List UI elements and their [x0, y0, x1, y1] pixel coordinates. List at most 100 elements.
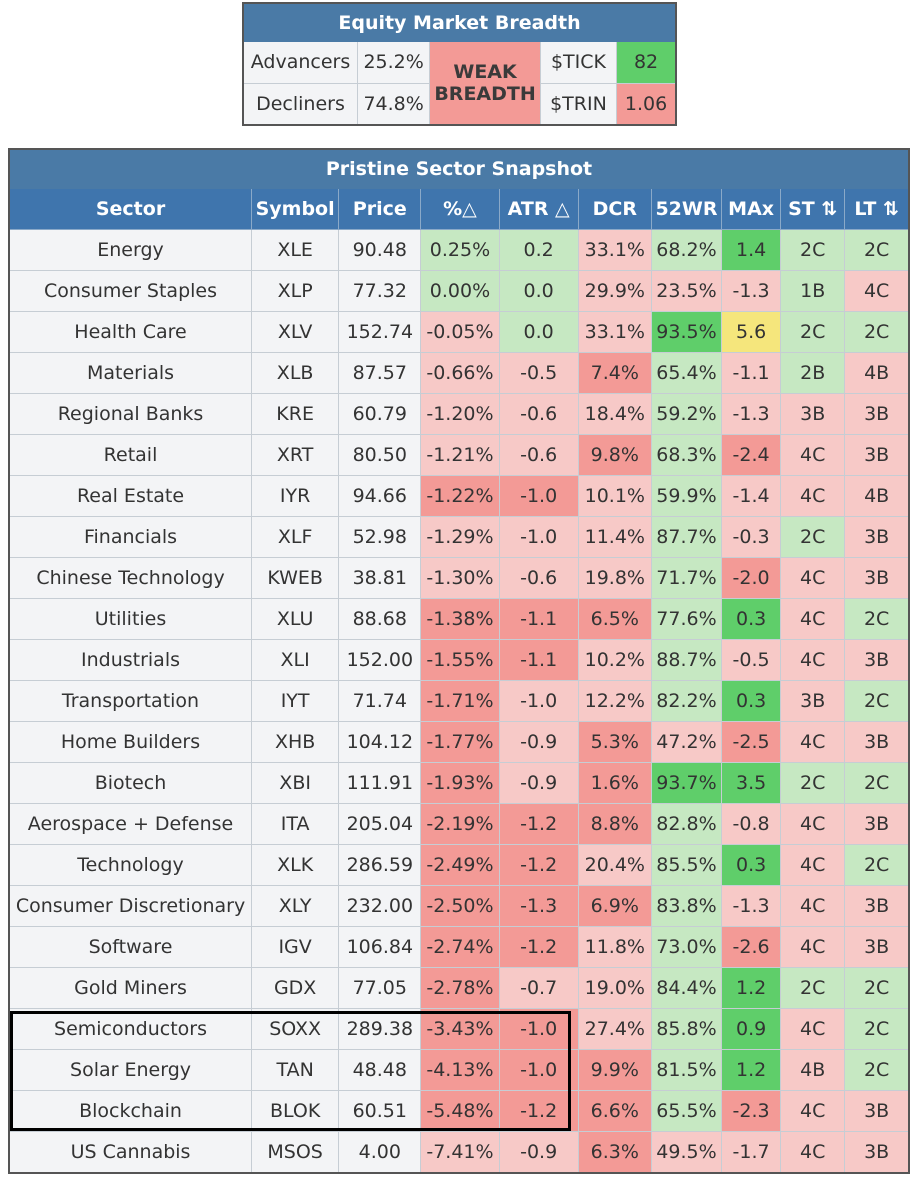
cell-lt: 3B	[844, 885, 910, 927]
cell-lt: 3B	[844, 803, 910, 845]
cell-symbol: IYT	[251, 680, 340, 722]
cell-52wr: 68.3%	[650, 434, 723, 476]
cell-pct-change: -1.20%	[420, 393, 500, 435]
cell-52wr: 81.5%	[650, 1049, 723, 1091]
table-row: Aerospace + Defense ITA 205.04 -2.19% -1.2 8.…	[8, 803, 910, 845]
cell-symbol: TAN	[251, 1049, 340, 1091]
cell-pct-change: -2.78%	[420, 967, 500, 1009]
cell-price: 4.00	[338, 1131, 422, 1174]
cell-max: -2.0	[721, 557, 782, 599]
cell-pct-change: -1.29%	[420, 516, 500, 558]
cell-st: 4C	[780, 434, 846, 476]
cell-atr-change: 0.0	[498, 311, 579, 353]
cell-price: 88.68	[338, 598, 422, 640]
cell-max: 0.3	[721, 598, 782, 640]
cell-max: -1.3	[721, 393, 782, 435]
cell-atr-change: -0.6	[498, 434, 579, 476]
cell-52wr: 65.4%	[650, 352, 723, 394]
cell-sector: Retail	[8, 434, 253, 476]
cell-sector: Chinese Technology	[8, 557, 253, 599]
cell-dcr: 19.0%	[577, 967, 652, 1009]
cell-sector: Blockchain	[8, 1090, 253, 1132]
table-row: Software IGV 106.84 -2.74% -1.2 11.8% 73.0% -2.…	[8, 926, 910, 968]
cell-52wr: 83.8%	[650, 885, 723, 927]
cell-st: 3B	[780, 680, 846, 722]
cell-price: 232.00	[338, 885, 422, 927]
cell-st: 4C	[780, 639, 846, 681]
cell-dcr: 6.6%	[577, 1090, 652, 1132]
cell-atr-change: -0.7	[498, 967, 579, 1009]
cell-52wr: 85.8%	[650, 1008, 723, 1050]
tick-label: $TICK	[539, 41, 618, 84]
cell-symbol: XLP	[251, 270, 340, 312]
cell-st: 3B	[780, 393, 846, 435]
cell-sector: Semiconductors	[8, 1008, 253, 1050]
cell-st: 4C	[780, 844, 846, 886]
breadth-title: Equity Market Breadth	[242, 2, 677, 43]
cell-dcr: 7.4%	[577, 352, 652, 394]
cell-price: 111.91	[338, 762, 422, 804]
cell-st: 4C	[780, 885, 846, 927]
cell-atr-change: -1.2	[498, 926, 579, 968]
table-row: Home Builders XHB 104.12 -1.77% -0.9 5.3% 47.2…	[8, 721, 910, 763]
table-row: Utilities XLU 88.68 -1.38% -1.1 6.5% 77.6% 0.3 4…	[8, 598, 910, 640]
cell-price: 38.81	[338, 557, 422, 599]
cell-st: 4C	[780, 803, 846, 845]
cell-dcr: 11.8%	[577, 926, 652, 968]
cell-lt: 3B	[844, 434, 910, 476]
cell-atr-change: -1.2	[498, 1090, 579, 1132]
table-row: US Cannabis MSOS 4.00 -7.41% -0.9 6.3% 49.5% -1…	[8, 1131, 910, 1174]
cell-lt: 4C	[844, 270, 910, 312]
cell-dcr: 33.1%	[577, 311, 652, 353]
table-row: Industrials XLI 152.00 -1.55% -1.1 10.2% 88.7%…	[8, 639, 910, 681]
cell-price: 286.59	[338, 844, 422, 886]
table-row: Consumer Discretionary XLY 232.00 -2.50% -1.…	[8, 885, 910, 927]
sector-snapshot-table: Pristine Sector Snapshot Sector Symbol Pri…	[8, 148, 910, 1174]
cell-sector: Consumer Discretionary	[8, 885, 253, 927]
cell-symbol: XLU	[251, 598, 340, 640]
column-header-row: Sector Symbol Price %△ ATR △ DCR 52WR MAx ST ⇅ LT…	[8, 188, 910, 230]
table-row: Consumer Staples XLP 77.32 0.00% 0.0 29.9% 23.…	[8, 270, 910, 312]
cell-price: 289.38	[338, 1008, 422, 1050]
cell-symbol: IGV	[251, 926, 340, 968]
cell-symbol: GDX	[251, 967, 340, 1009]
cell-dcr: 33.1%	[577, 229, 652, 271]
cell-pct-change: -2.19%	[420, 803, 500, 845]
cell-52wr: 71.7%	[650, 557, 723, 599]
snapshot-title: Pristine Sector Snapshot	[8, 148, 910, 189]
cell-pct-change: -1.77%	[420, 721, 500, 763]
cell-sector: Biotech	[8, 762, 253, 804]
cell-max: 1.2	[721, 967, 782, 1009]
cell-dcr: 9.8%	[577, 434, 652, 476]
cell-price: 77.05	[338, 967, 422, 1009]
cell-52wr: 23.5%	[650, 270, 723, 312]
cell-sector: Real Estate	[8, 475, 253, 517]
cell-symbol: XLE	[251, 229, 340, 271]
column-header-dcr: DCR	[577, 188, 652, 230]
cell-st: 2C	[780, 516, 846, 558]
cell-max: -2.3	[721, 1090, 782, 1132]
cell-dcr: 8.8%	[577, 803, 652, 845]
trin-label: $TRIN	[539, 82, 618, 126]
cell-pct-change: -3.43%	[420, 1008, 500, 1050]
cell-lt: 2C	[844, 1008, 910, 1050]
cell-dcr: 6.5%	[577, 598, 652, 640]
cell-atr-change: -1.3	[498, 885, 579, 927]
table-row: Transportation IYT 71.74 -1.71% -1.0 12.2% 82.…	[8, 680, 910, 722]
cell-lt: 2C	[844, 598, 910, 640]
table-row: Gold Miners GDX 77.05 -2.78% -0.7 19.0% 84.4% 1…	[8, 967, 910, 1009]
cell-pct-change: -0.66%	[420, 352, 500, 394]
cell-pct-change: -1.71%	[420, 680, 500, 722]
cell-dcr: 29.9%	[577, 270, 652, 312]
cell-sector: Software	[8, 926, 253, 968]
cell-atr-change: -0.9	[498, 1131, 579, 1174]
cell-52wr: 47.2%	[650, 721, 723, 763]
cell-symbol: XLK	[251, 844, 340, 886]
table-row: Real Estate IYR 94.66 -1.22% -1.0 10.1% 59.9% -…	[8, 475, 910, 517]
cell-sector: Materials	[8, 352, 253, 394]
table-row: Solar Energy TAN 48.48 -4.13% -1.0 9.9% 81.5% 1…	[8, 1049, 910, 1091]
cell-lt: 3B	[844, 926, 910, 968]
cell-symbol: SOXX	[251, 1008, 340, 1050]
cell-pct-change: 0.00%	[420, 270, 500, 312]
column-header-max: MAx	[721, 188, 782, 230]
